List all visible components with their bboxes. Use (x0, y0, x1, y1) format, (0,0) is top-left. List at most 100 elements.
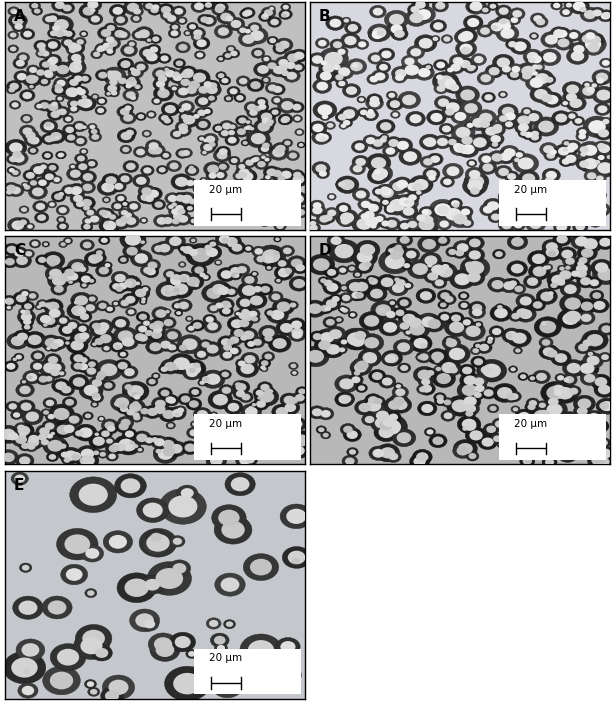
Circle shape (227, 449, 236, 456)
Circle shape (121, 276, 141, 291)
Circle shape (259, 218, 271, 226)
Circle shape (343, 120, 351, 126)
Circle shape (112, 441, 129, 453)
Circle shape (561, 451, 574, 460)
Circle shape (474, 342, 482, 349)
Circle shape (389, 394, 408, 408)
Circle shape (510, 367, 516, 371)
Circle shape (202, 150, 207, 154)
Circle shape (88, 161, 95, 167)
Circle shape (590, 298, 609, 313)
Circle shape (81, 204, 92, 212)
Circle shape (539, 319, 549, 327)
Circle shape (412, 6, 435, 23)
Circle shape (62, 29, 75, 39)
Circle shape (580, 363, 595, 374)
Circle shape (164, 290, 172, 296)
Circle shape (450, 270, 475, 289)
Circle shape (509, 280, 517, 287)
Circle shape (513, 305, 532, 321)
Circle shape (287, 72, 297, 79)
Circle shape (228, 243, 232, 247)
Circle shape (192, 183, 208, 195)
Circle shape (261, 77, 271, 84)
Circle shape (173, 538, 182, 545)
Circle shape (440, 204, 467, 224)
Circle shape (140, 296, 148, 302)
Circle shape (493, 435, 502, 442)
Circle shape (461, 144, 475, 155)
Circle shape (26, 134, 42, 147)
Circle shape (506, 333, 514, 340)
Circle shape (230, 348, 239, 354)
Circle shape (379, 420, 393, 430)
Circle shape (212, 413, 216, 416)
Circle shape (559, 266, 565, 271)
Circle shape (149, 323, 158, 330)
Circle shape (500, 278, 518, 292)
Circle shape (579, 84, 598, 98)
Circle shape (366, 111, 376, 119)
Circle shape (169, 560, 191, 577)
Circle shape (244, 554, 279, 581)
Circle shape (22, 323, 33, 331)
Circle shape (601, 447, 612, 456)
Circle shape (3, 652, 46, 684)
Circle shape (326, 16, 345, 30)
Circle shape (598, 385, 611, 394)
Circle shape (191, 389, 199, 395)
Circle shape (169, 496, 197, 517)
Circle shape (168, 195, 177, 202)
Circle shape (432, 264, 445, 275)
Circle shape (175, 299, 192, 312)
Circle shape (79, 74, 91, 84)
Circle shape (279, 41, 290, 49)
Circle shape (199, 340, 212, 350)
Circle shape (488, 150, 506, 165)
Circle shape (329, 329, 342, 339)
Circle shape (292, 63, 305, 72)
Circle shape (358, 108, 370, 117)
Circle shape (172, 25, 178, 30)
Circle shape (546, 171, 557, 179)
Circle shape (125, 280, 133, 287)
Circle shape (71, 305, 85, 316)
Circle shape (97, 108, 104, 113)
Circle shape (359, 262, 370, 271)
Circle shape (74, 136, 87, 146)
Circle shape (279, 59, 288, 67)
Circle shape (168, 28, 181, 38)
Circle shape (293, 279, 305, 288)
Circle shape (282, 139, 293, 147)
Circle shape (368, 28, 386, 41)
Circle shape (386, 206, 395, 213)
Circle shape (203, 275, 208, 279)
Circle shape (528, 263, 550, 280)
Circle shape (27, 438, 39, 447)
Circle shape (176, 124, 191, 136)
Circle shape (114, 285, 125, 294)
Circle shape (157, 89, 170, 98)
Circle shape (588, 189, 594, 193)
Circle shape (76, 361, 91, 373)
Circle shape (247, 405, 255, 411)
Circle shape (553, 232, 571, 246)
Circle shape (79, 266, 86, 272)
Circle shape (71, 454, 80, 460)
Circle shape (207, 240, 218, 248)
Circle shape (63, 124, 77, 135)
Circle shape (562, 152, 580, 166)
Circle shape (388, 248, 394, 252)
Circle shape (345, 458, 355, 465)
Circle shape (357, 96, 366, 103)
Circle shape (172, 302, 183, 310)
Circle shape (204, 81, 212, 88)
Circle shape (472, 309, 482, 316)
Circle shape (534, 407, 555, 423)
Circle shape (85, 588, 97, 598)
Circle shape (39, 427, 50, 435)
Circle shape (245, 407, 258, 417)
Circle shape (409, 181, 426, 193)
Circle shape (347, 333, 368, 350)
Circle shape (327, 193, 336, 200)
